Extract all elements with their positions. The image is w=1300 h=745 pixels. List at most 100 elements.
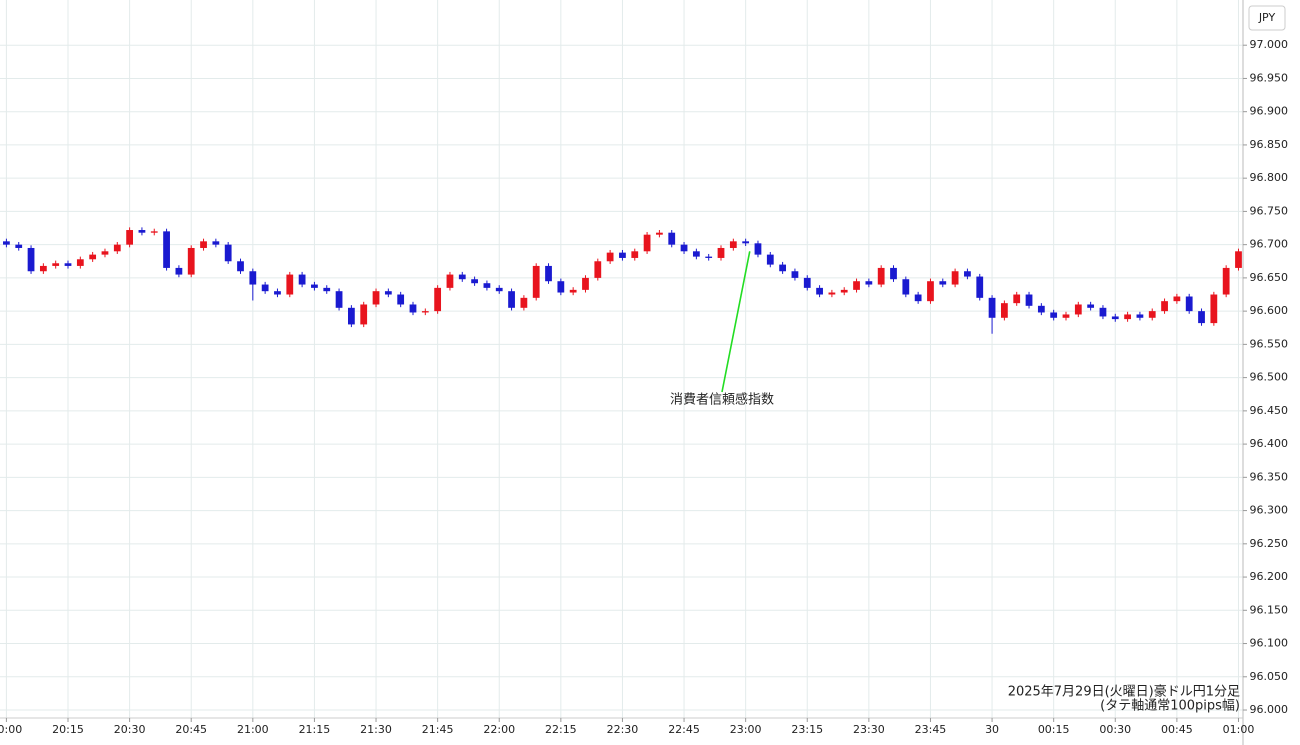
candle-body (914, 294, 922, 302)
y-tick-label: 96.600 (1250, 304, 1289, 317)
x-tick-label: 23:15 (791, 723, 823, 736)
candle-body (643, 234, 651, 252)
candle-body (951, 271, 959, 285)
candle-body (1062, 314, 1070, 318)
candle-body (1124, 314, 1131, 320)
candle-body (397, 294, 405, 305)
annotation-label: 消費者信頼感指数 (670, 392, 774, 408)
candle-body (865, 281, 873, 285)
candle-body (1136, 314, 1144, 318)
candle-body (458, 274, 466, 280)
candle-body (508, 291, 515, 308)
y-tick-label: 96.300 (1250, 504, 1289, 517)
candle-body (3, 241, 10, 245)
candle-body (1087, 304, 1095, 308)
candle-body (1037, 305, 1045, 313)
candle-body (212, 241, 220, 245)
candle-body (360, 304, 368, 325)
candle-body (791, 271, 799, 278)
candle-body (594, 261, 602, 278)
candle-body (717, 247, 725, 258)
candle-body (89, 254, 97, 260)
candle-body (187, 247, 195, 275)
y-tick-label: 96.350 (1250, 470, 1289, 483)
candle-body (261, 284, 269, 292)
candle-body (163, 231, 170, 268)
currency-box (1248, 5, 1286, 31)
candle-body (1173, 296, 1181, 302)
candle-body (619, 252, 626, 258)
candle-body (828, 292, 836, 295)
x-tick-label: 23:30 (853, 723, 885, 736)
candle-body (384, 291, 392, 295)
candle-body (286, 274, 294, 295)
candle-body (150, 231, 158, 233)
y-tick-label: 96.450 (1250, 404, 1289, 417)
candle-body (692, 251, 700, 257)
candle-body (1198, 311, 1205, 324)
candle-body (631, 251, 639, 258)
x-tick-label: 01:00 (1223, 723, 1255, 736)
candle-body (421, 311, 429, 313)
candle-body (729, 241, 737, 248)
candle-body (76, 259, 84, 266)
y-tick-label: 96.400 (1250, 437, 1289, 450)
candle-body (27, 247, 35, 272)
candle-body (224, 244, 232, 262)
x-tick-label: 21:30 (360, 723, 392, 736)
candle-body (1099, 307, 1107, 317)
y-tick-label: 96.650 (1250, 271, 1289, 284)
candle-body (64, 263, 72, 266)
candle-body (483, 283, 491, 288)
y-tick-label: 96.800 (1250, 171, 1289, 184)
y-tick-label: 96.000 (1250, 703, 1289, 716)
candle-body (138, 230, 146, 233)
candle-body (754, 243, 762, 255)
x-tick-label: 21:15 (299, 723, 331, 736)
x-tick-label: 00:30 (1099, 723, 1131, 736)
candle-body (1050, 312, 1058, 318)
x-tick-label: 22:00 (483, 723, 515, 736)
y-tick-label: 96.550 (1250, 337, 1289, 350)
candle-body (545, 265, 552, 282)
candle-body (274, 291, 281, 295)
candle-body (680, 244, 688, 252)
subcaption: (タテ軸通常100pips幅) (1100, 699, 1240, 714)
candle-body (249, 271, 257, 285)
caption: 2025年7月29日(火曜日)豪ドル円1分足 (1008, 684, 1240, 700)
x-tick-label: 00:45 (1161, 723, 1193, 736)
x-tick-label: 23:45 (915, 723, 947, 736)
candle-body (237, 261, 244, 272)
candle-body (52, 263, 60, 266)
candle-body (15, 244, 23, 248)
candle-body (200, 241, 207, 248)
candle-body (126, 230, 134, 245)
y-tick-label: 96.750 (1250, 204, 1289, 217)
candle-body (840, 289, 848, 293)
candle-body (582, 277, 589, 290)
candle-body (606, 252, 614, 262)
candle-body (890, 267, 897, 280)
candle-body (1148, 311, 1156, 318)
candle-body (1000, 303, 1008, 318)
x-tick-label: 20:45 (175, 723, 207, 736)
candle-body (1222, 267, 1230, 295)
x-tick-label: 20:30 (114, 723, 146, 736)
x-tick-label: 20:15 (52, 723, 84, 736)
candle-body (471, 279, 478, 284)
candle-body (446, 274, 454, 288)
candle-body (927, 281, 934, 302)
annotation-pointer (721, 251, 751, 393)
x-tick-label: 30 (985, 723, 999, 736)
candle-body (668, 232, 676, 245)
candle-body (311, 284, 318, 288)
candle-body (298, 274, 306, 285)
y-tick-label: 96.700 (1250, 238, 1289, 251)
y-tick-label: 96.900 (1250, 105, 1289, 118)
candle-body (1161, 301, 1168, 312)
candle-body (1074, 304, 1082, 315)
candle-body (1013, 294, 1021, 304)
candle-body (372, 291, 380, 305)
candle-body (877, 267, 885, 285)
